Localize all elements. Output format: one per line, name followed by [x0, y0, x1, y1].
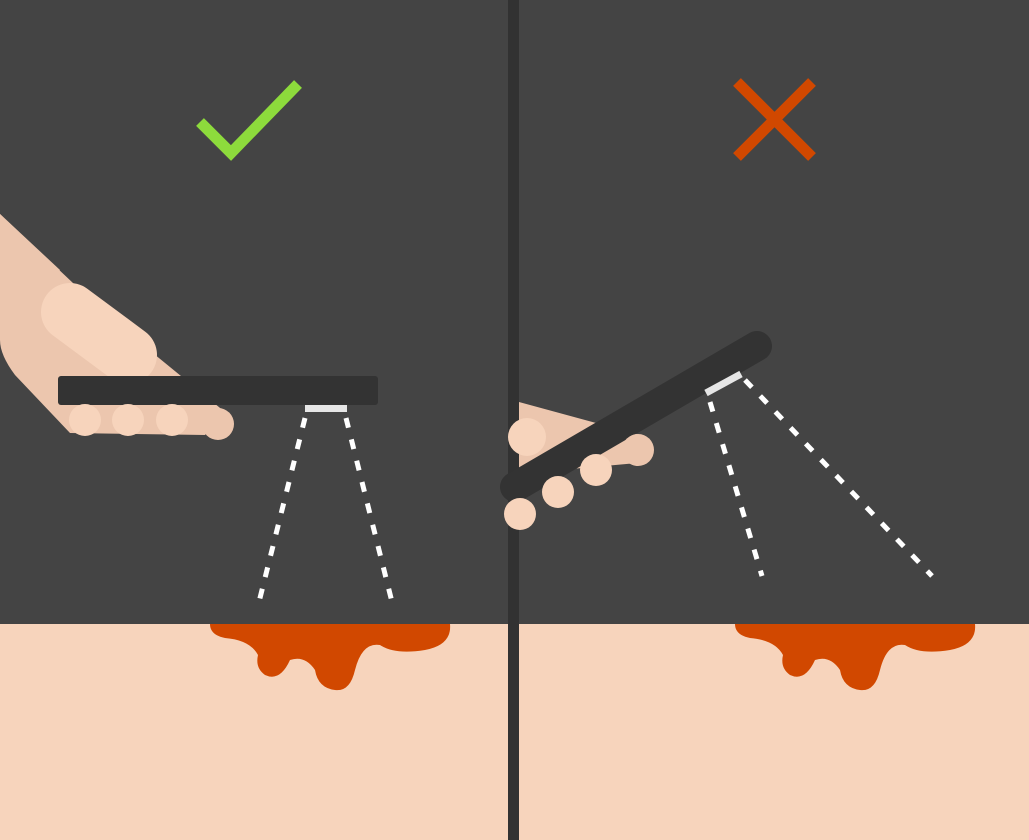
thumb — [41, 283, 157, 384]
panel-correct — [0, 0, 508, 840]
emitter — [704, 370, 743, 397]
finger — [622, 434, 654, 466]
fingers — [504, 434, 654, 530]
finger — [112, 404, 144, 436]
stain — [210, 624, 451, 691]
emitter — [305, 405, 347, 412]
panel-background — [519, 0, 1029, 624]
thumb — [508, 418, 546, 456]
finger — [156, 404, 188, 436]
hand-wrist — [0, 214, 60, 330]
finger — [202, 408, 234, 440]
spray-beam — [707, 378, 934, 578]
finger — [580, 454, 612, 486]
finger — [542, 476, 574, 508]
finger — [69, 404, 101, 436]
checkmark-icon — [196, 80, 302, 161]
stain — [735, 624, 976, 691]
device — [500, 331, 772, 502]
device — [58, 376, 378, 405]
floor — [0, 624, 508, 840]
finger — [504, 498, 536, 530]
cross-icon — [733, 78, 816, 161]
floor — [519, 624, 1029, 840]
beam-left — [707, 401, 765, 577]
beam-right — [743, 378, 934, 578]
panel-divider — [508, 0, 519, 840]
panel-incorrect — [500, 0, 1029, 840]
fingers — [69, 404, 234, 440]
